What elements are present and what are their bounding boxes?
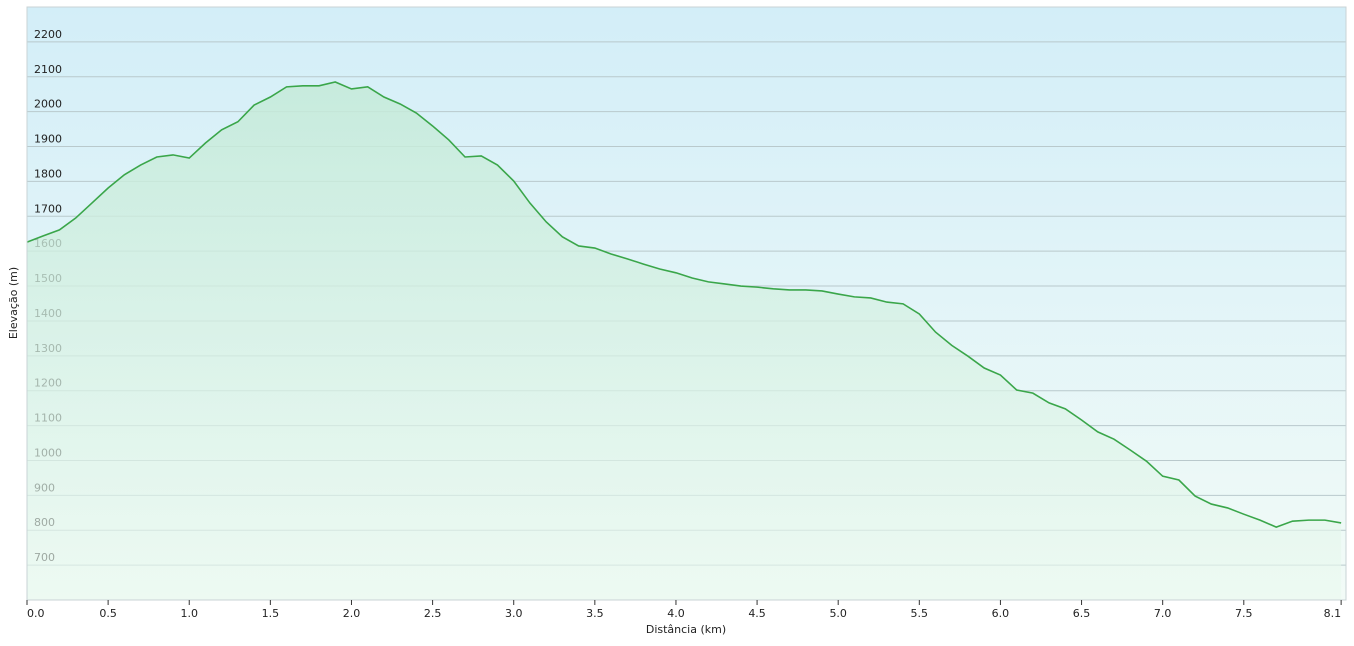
y-tick-label: 1900 [34, 133, 62, 146]
y-axis-title: Elevação (m) [7, 267, 20, 339]
x-tick-label: 7.5 [1235, 607, 1253, 620]
x-tick-label: 8.1 [1324, 607, 1342, 620]
x-axis-title: Distância (km) [646, 623, 726, 636]
x-tick-label: 3.0 [505, 607, 523, 620]
y-tick-label: 2000 [34, 98, 62, 111]
y-tick-label: 2200 [34, 28, 62, 41]
plot-frame [26, 6, 1347, 601]
x-tick-label: 0.5 [99, 607, 117, 620]
x-tick-label: 6.5 [1073, 607, 1091, 620]
x-tick-label: 6.0 [992, 607, 1010, 620]
x-tick-label: 3.5 [586, 607, 604, 620]
y-tick-label: 1700 [34, 202, 62, 215]
x-tick-label: 5.0 [829, 607, 847, 620]
x-tick-label: 5.5 [911, 607, 929, 620]
elevation-line [26, 81, 1342, 528]
x-tick-label: 0.0 [27, 607, 45, 620]
x-tick-label: 1.0 [180, 607, 198, 620]
x-tick-label: 4.0 [667, 607, 685, 620]
y-tick-label: 2100 [34, 63, 62, 76]
x-tick-label: 7.0 [1154, 607, 1172, 620]
x-tick-label: 4.5 [748, 607, 766, 620]
x-tick-label: 2.0 [343, 607, 361, 620]
x-tick-label: 2.5 [424, 607, 442, 620]
x-tick-label: 1.5 [262, 607, 280, 620]
area-fill [27, 82, 1342, 600]
y-tick-label: 1800 [34, 167, 62, 180]
